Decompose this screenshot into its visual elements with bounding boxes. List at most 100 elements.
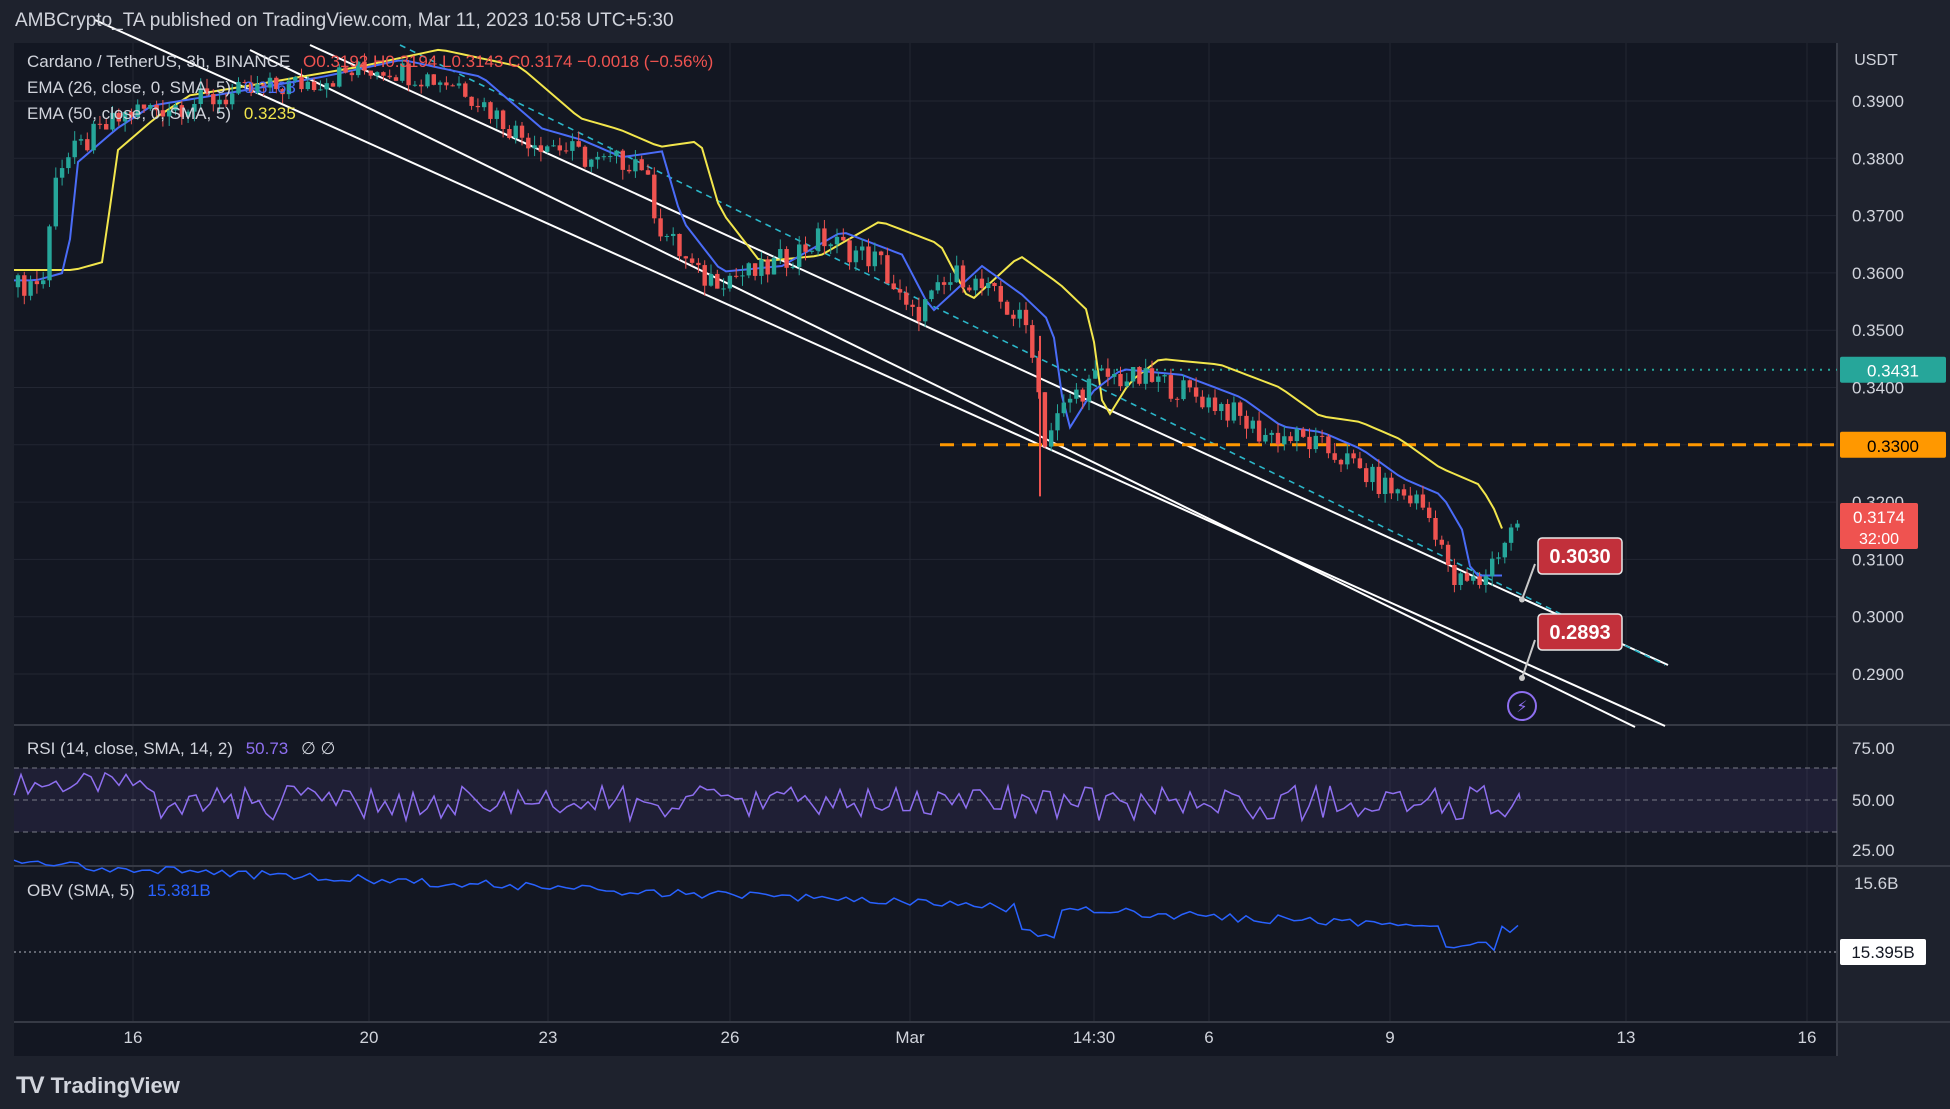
candle-body	[828, 244, 833, 247]
candle-body	[261, 84, 266, 88]
axis-unit: USDT	[1854, 52, 1898, 69]
candle-body	[885, 255, 890, 284]
rsi-tick-label: 75.00	[1852, 739, 1895, 758]
candle-body	[582, 146, 588, 167]
candle-body	[59, 168, 65, 178]
candle-body	[267, 77, 273, 88]
candle-body	[1175, 398, 1180, 400]
candle-body	[400, 63, 405, 81]
candle-body	[116, 112, 121, 122]
channel-upper	[94, 19, 1666, 727]
candle-body	[513, 125, 518, 139]
candle-body	[343, 67, 348, 73]
candle-body	[563, 150, 569, 152]
candle-body	[1389, 477, 1394, 494]
time-tick-label: Mar	[895, 1028, 925, 1047]
candle-body	[797, 244, 802, 267]
candle-body	[381, 72, 386, 76]
candles	[15, 53, 1520, 593]
candle-body	[242, 81, 247, 83]
candle-body	[1471, 576, 1476, 581]
time-tick-label: 16	[124, 1028, 143, 1047]
candle-body	[437, 82, 443, 85]
candle-body	[362, 61, 367, 71]
candle-body	[1420, 494, 1426, 508]
candle-body	[104, 124, 109, 130]
rsi-band	[14, 767, 1837, 833]
candle-body	[425, 74, 430, 87]
candle-body	[41, 280, 46, 285]
candle-body	[1017, 309, 1022, 319]
candle-body	[1212, 397, 1218, 412]
candle-body	[223, 99, 229, 105]
candle-body	[349, 72, 355, 76]
candle-body	[356, 61, 361, 76]
candle-body	[1036, 357, 1041, 393]
ema50-value: 0.3235	[243, 104, 296, 123]
candle-body	[1168, 375, 1174, 399]
candle-body	[708, 273, 714, 286]
candle-body	[1263, 434, 1268, 442]
candle-body	[280, 89, 285, 95]
lightning-icon-ring	[1507, 691, 1537, 721]
candle-body	[557, 145, 562, 151]
rsi-tick-label: 25.00	[1852, 841, 1895, 860]
candle-body	[1483, 576, 1489, 585]
candle-body	[192, 103, 197, 112]
candle-body	[1086, 378, 1092, 402]
candle-body	[1149, 368, 1155, 382]
candle-body	[324, 83, 329, 90]
candle-body	[1004, 301, 1010, 315]
candle-body	[652, 174, 657, 219]
candle-body	[211, 94, 216, 105]
candle-body	[973, 278, 978, 291]
price-levels: 0.3431 0.3300	[940, 356, 1946, 458]
price-level-tag-label: 0.3431	[1867, 362, 1919, 381]
candle-body	[696, 262, 701, 266]
candle-body	[784, 249, 789, 268]
price-level-tag: 0.3300	[1840, 431, 1946, 458]
candle-body	[141, 104, 147, 109]
candle-body	[53, 177, 58, 227]
candle-body	[683, 256, 688, 259]
tradingview-brand[interactable]: TV TradingView	[16, 1072, 180, 1100]
obv-line	[13, 859, 1837, 953]
candle-body	[78, 139, 84, 141]
candle-body	[1515, 523, 1520, 528]
candle-body	[1143, 368, 1148, 384]
last-price-countdown: 32:00	[1859, 531, 1899, 548]
lightning-icon-glyph: ⚡	[1516, 699, 1527, 716]
ema50-legend: EMA (50, close, 0, SMA, 5) 0.3235	[27, 104, 296, 124]
price-level-tag-label: 0.3300	[1867, 437, 1919, 456]
candle-body	[1445, 544, 1451, 565]
candle-body	[15, 275, 21, 288]
candle-body	[1458, 573, 1463, 586]
candle-body	[954, 265, 959, 283]
candle-body	[551, 145, 556, 147]
price-level-tag-bg	[1840, 356, 1946, 383]
candle-body	[1011, 314, 1016, 319]
candle-body	[853, 250, 859, 263]
candle-body	[570, 141, 575, 151]
candle-body	[1332, 453, 1337, 460]
candle-body	[601, 156, 607, 158]
candle-body	[1181, 380, 1186, 400]
candle-body	[248, 82, 254, 93]
candle-body	[614, 150, 619, 157]
price-tick-label: 0.3600	[1852, 264, 1904, 283]
candle-body	[1319, 435, 1325, 437]
obv-current-tag-bg	[1840, 939, 1926, 965]
candle-body	[1477, 576, 1482, 585]
candle-body	[664, 236, 670, 238]
candle-body	[1496, 557, 1501, 559]
ema26-value: 0.3163	[243, 78, 296, 97]
candle-body	[1219, 403, 1224, 412]
candle-body	[1382, 477, 1388, 494]
candle-body	[28, 281, 33, 296]
candle-body	[1137, 366, 1142, 384]
candle-body	[507, 128, 512, 139]
rsi-line	[13, 771, 1521, 824]
candle-body	[1364, 468, 1369, 483]
candle-body	[1206, 397, 1211, 408]
